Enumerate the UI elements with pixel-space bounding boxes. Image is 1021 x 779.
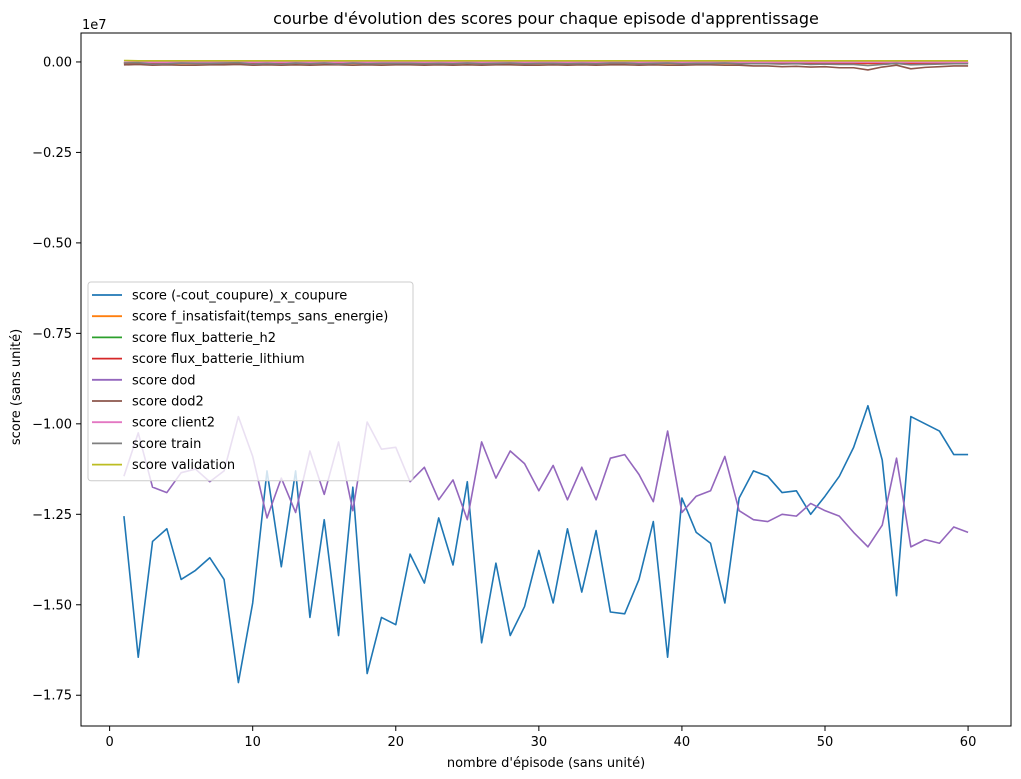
y-axis-label: score (sans unité) [9, 329, 24, 445]
y-tick-label: 0.00 [43, 55, 72, 70]
x-axis-label: nombre d'épisode (sans unité) [447, 756, 645, 771]
x-ticks: 0 10 20 30 40 50 60 [105, 726, 976, 750]
y-tick-label: −1.25 [32, 508, 72, 523]
x-tick-label: 30 [531, 735, 548, 750]
series-line-1 [123, 404, 969, 684]
legend-entry: score dod2 [132, 395, 204, 410]
series-line-6 [123, 63, 969, 71]
x-tick-label: 10 [244, 735, 261, 750]
plot-lines [123, 59, 969, 684]
y-tick-label: −1.50 [32, 598, 72, 613]
legend-entry: score flux_batterie_lithium [132, 352, 305, 367]
x-tick-label: 50 [817, 735, 834, 750]
y-tick-label: −0.75 [32, 327, 72, 342]
x-tick-label: 40 [674, 735, 691, 750]
series-line-5 [123, 415, 969, 548]
legend-entry: score validation [132, 458, 235, 473]
y-tick-label: −1.00 [32, 417, 72, 432]
legend-entry: score dod [132, 373, 196, 388]
legend-entry: score client2 [132, 416, 215, 431]
y-offset-text: 1e7 [82, 18, 107, 33]
x-tick-label: 20 [387, 735, 404, 750]
series-line-8 [123, 61, 969, 67]
y-tick-label: −1.75 [32, 689, 72, 704]
x-tick-label: 0 [105, 735, 113, 750]
legend-entry: score flux_batterie_h2 [132, 331, 276, 346]
legend-box [87, 281, 414, 482]
y-ticks: 0.00 −0.25 −0.50 −0.75 −1.00 −1.25 −1.50 −1.75 [32, 55, 81, 704]
axes-frame [80, 32, 1012, 727]
legend-entry: score (-cout_coupure)_x_coupure [132, 289, 347, 304]
legend-entry: score train [132, 437, 201, 452]
y-tick-label: −0.25 [32, 146, 72, 161]
legend-entry: score f_insatisfait(temps_sans_energie) [132, 310, 388, 325]
chart-title: courbe d'évolution des scores pour chaqu… [273, 9, 819, 28]
y-tick-label: −0.50 [32, 236, 72, 251]
x-tick-label: 60 [960, 735, 977, 750]
